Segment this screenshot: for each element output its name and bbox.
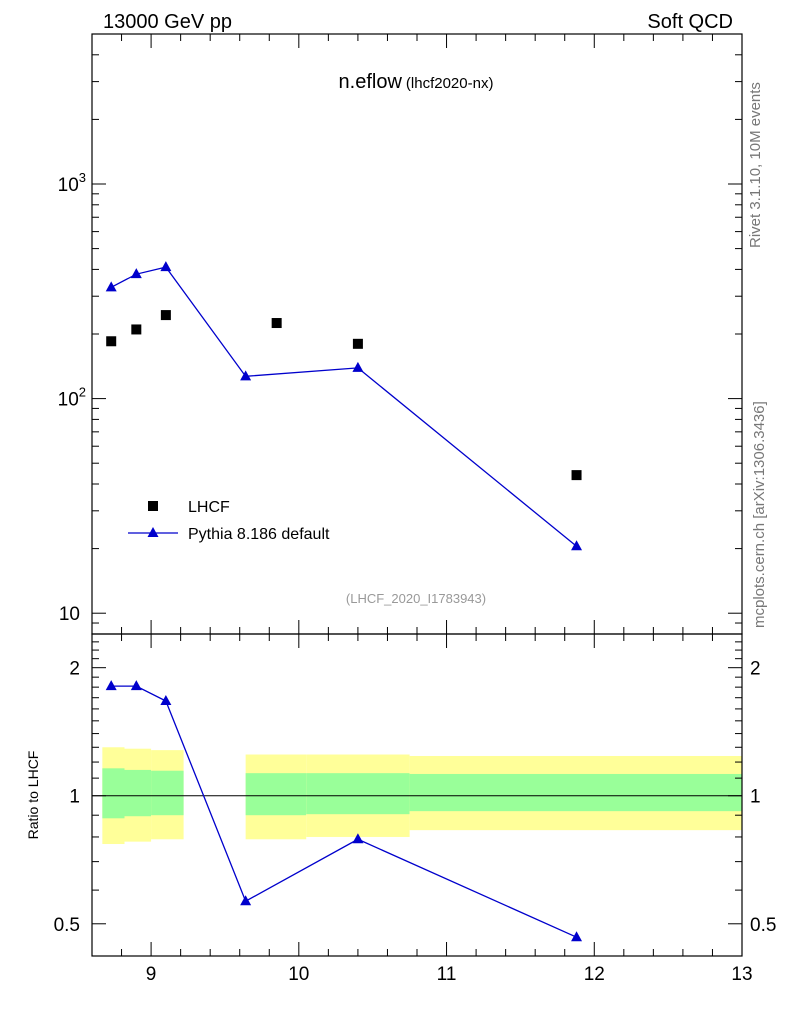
- pythia-point-5: [571, 540, 583, 551]
- legend-lhcf-marker: [148, 501, 158, 511]
- x-tick-label: 9: [146, 964, 157, 985]
- ratio-point-1: [130, 680, 142, 691]
- axes: [91, 33, 743, 957]
- x-tick-label: 10: [288, 964, 309, 985]
- x-tick-label: 12: [584, 964, 605, 985]
- band-green-3: [245, 773, 307, 816]
- lhcf-point-3: [271, 318, 282, 329]
- lhcf-point-5: [571, 470, 582, 481]
- series-line-1: [110, 266, 577, 547]
- band-green-4: [306, 773, 410, 815]
- ratio-line: [111, 685, 577, 938]
- energy-label: 13000 GeV pp: [103, 11, 232, 33]
- ratio-point-3: [240, 895, 252, 906]
- y-tick-base: 10: [58, 390, 79, 411]
- band-green-2: [151, 770, 184, 816]
- band-green-0: [102, 768, 125, 819]
- lhcf-point-0: [106, 336, 117, 347]
- ratio-point-4: [352, 833, 364, 844]
- top-frame: [91, 33, 743, 635]
- legend-pythia-label: Pythia 8.186 default: [188, 526, 330, 543]
- ratio-point-2: [160, 694, 172, 705]
- lhcf-point-4: [352, 338, 363, 349]
- band-green-1: [124, 769, 152, 817]
- y-tick-exp: 2: [79, 385, 86, 400]
- ratio-y-tick-label-right: 1: [750, 787, 761, 808]
- ratio-y-tick-label-left: 2: [69, 659, 80, 680]
- ratio-y-tick-label-right: 2: [750, 659, 761, 680]
- x-tick-label: 11: [437, 964, 457, 985]
- y-tick-label: 10: [59, 604, 80, 625]
- mcplots-site: mcplots.cern.ch [arXiv:1306.3436]: [751, 401, 768, 628]
- legend-lhcf-label: LHCF: [188, 499, 230, 516]
- ratio-point-5: [571, 931, 583, 942]
- pythia-point-3: [240, 370, 252, 381]
- ratio-y-tick-label-right: 0.5: [750, 915, 776, 936]
- analysis-watermark: (LHCF_2020_I1783943): [346, 591, 486, 606]
- pythia-point-0: [105, 281, 117, 292]
- lhcf-point-2: [160, 310, 171, 321]
- lhcf-point-1: [131, 324, 142, 335]
- ratio-y-tick-label-left: 0.5: [54, 915, 80, 936]
- pythia-point-2: [160, 261, 172, 272]
- title-main: n.eflow: [339, 71, 403, 93]
- ratio-point-0: [105, 680, 117, 691]
- ratio-y-tick-label-left: 1: [69, 787, 80, 808]
- y-tick-base: 10: [58, 175, 79, 196]
- title-sub: (lhcf2020-nx): [406, 75, 494, 92]
- legend: LHCF Pythia 8.186 default: [128, 499, 330, 543]
- band-green-5: [409, 773, 742, 812]
- category-label: Soft QCD: [647, 11, 733, 33]
- pythia-point-1: [130, 268, 142, 279]
- data-series: [105, 261, 583, 942]
- rivet-version: Rivet 3.1.10, 10M events: [747, 82, 764, 248]
- plot-title: n.eflow (lhcf2020-nx): [339, 71, 494, 93]
- y-tick-label: 102: [58, 385, 86, 411]
- y-tick-label: 103: [58, 170, 86, 196]
- legend-pythia-marker: [147, 527, 159, 537]
- pythia-point-4: [352, 361, 364, 372]
- x-tick-label: 13: [731, 964, 752, 985]
- ratio-ylabel: Ratio to LHCF: [25, 751, 41, 840]
- y-tick-exp: 3: [79, 170, 86, 185]
